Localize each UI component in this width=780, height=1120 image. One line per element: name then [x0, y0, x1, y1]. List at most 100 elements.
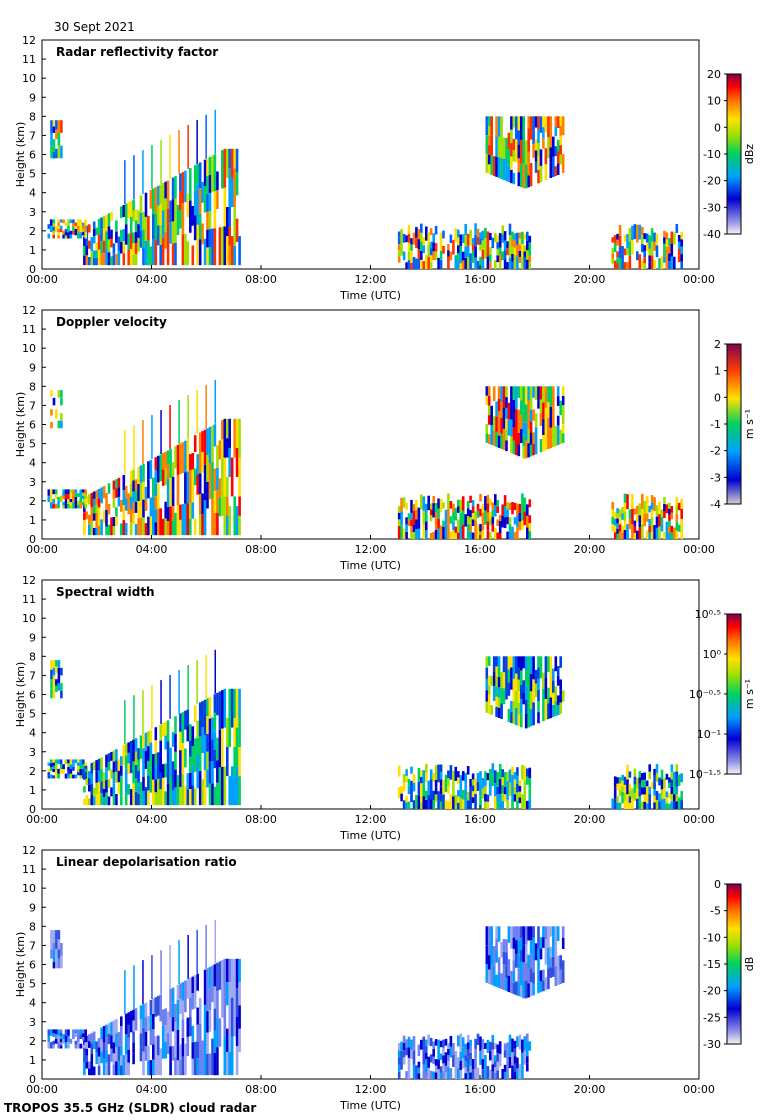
data-cell	[677, 241, 681, 249]
data-cell	[452, 530, 455, 539]
data-cell	[112, 772, 116, 784]
data-cell	[638, 783, 642, 791]
data-cell	[208, 193, 212, 211]
data-cell	[556, 415, 560, 426]
data-cell	[485, 135, 489, 154]
data-cell	[492, 656, 496, 672]
x-tick-label: 00:00	[683, 1083, 715, 1096]
data-cell	[226, 515, 229, 536]
data-cell	[161, 518, 165, 536]
data-cell	[626, 764, 629, 780]
data-cell	[542, 926, 545, 938]
data-cell	[149, 1060, 153, 1076]
data-cell	[512, 971, 516, 983]
data-cell	[238, 1028, 241, 1052]
data-cell	[539, 116, 543, 133]
data-cell	[127, 1037, 130, 1050]
data-cell	[665, 773, 669, 780]
data-cell	[444, 774, 448, 784]
data-streak	[205, 924, 207, 969]
data-cell	[82, 495, 85, 499]
data-cell	[79, 775, 83, 779]
data-cell	[206, 1032, 209, 1054]
data-cell	[95, 1041, 98, 1053]
data-cell	[52, 126, 56, 133]
data-cell	[668, 238, 671, 246]
data-cell	[74, 504, 78, 509]
data-cell	[171, 1016, 175, 1032]
data-cell	[481, 512, 485, 522]
data-cell	[653, 241, 656, 251]
data-cell	[64, 228, 68, 233]
data-cell	[670, 525, 674, 533]
data-cell	[461, 1037, 465, 1048]
data-cell	[559, 154, 562, 165]
data-cell	[537, 129, 540, 144]
data-cell	[144, 732, 148, 751]
data-cell	[181, 442, 185, 474]
data-cell	[648, 532, 651, 539]
data-cell	[507, 132, 511, 150]
colorbar	[726, 73, 742, 235]
data-cell	[84, 225, 87, 233]
data-cell	[542, 688, 545, 705]
data-cell	[469, 229, 472, 238]
data-cell	[439, 498, 443, 513]
data-cell	[120, 523, 123, 536]
data-cell	[665, 247, 669, 255]
data-cell	[47, 762, 51, 766]
data-cell	[55, 660, 58, 667]
data-cell	[561, 690, 565, 702]
data-cell	[527, 140, 530, 152]
data-cell	[147, 1060, 150, 1076]
data-cell	[238, 1005, 241, 1029]
data-cell	[201, 431, 204, 452]
data-cell	[680, 800, 683, 809]
data-cell	[680, 773, 683, 783]
data-cell	[439, 1072, 443, 1079]
data-cell	[508, 1034, 512, 1046]
data-cell	[479, 796, 482, 809]
data-cell	[417, 528, 421, 539]
data-cell	[69, 768, 73, 774]
data-cell	[520, 116, 523, 140]
data-cell	[471, 256, 475, 263]
data-cell	[221, 690, 224, 729]
data-cell	[643, 233, 646, 240]
data-cell	[226, 236, 229, 266]
data-cell	[100, 217, 103, 230]
data-cell	[506, 248, 509, 256]
data-cell	[102, 780, 106, 789]
data-cell	[226, 958, 229, 983]
data-cell	[457, 229, 460, 238]
data-cell	[216, 962, 219, 991]
data-cell	[459, 499, 463, 513]
data-cell	[193, 165, 197, 191]
data-cell	[469, 779, 472, 787]
data-cell	[407, 233, 411, 243]
data-cell	[527, 400, 530, 415]
data-cell	[120, 756, 123, 766]
data-streak	[160, 680, 162, 724]
data-cell	[623, 792, 627, 801]
data-cell	[552, 946, 555, 957]
data-cell	[645, 233, 649, 243]
data-cell	[544, 407, 548, 429]
data-cell	[420, 783, 423, 790]
data-cell	[517, 444, 521, 457]
data-cell	[489, 254, 492, 262]
data-cell	[110, 1048, 113, 1062]
data-cell	[88, 257, 91, 266]
data-cell	[623, 800, 627, 809]
data-cell	[92, 228, 96, 237]
data-cell	[518, 1064, 522, 1079]
data-cell	[611, 501, 614, 510]
data-cell	[457, 1057, 460, 1069]
data-cell	[211, 717, 214, 740]
data-cell	[72, 223, 75, 227]
data-cell	[157, 995, 160, 1016]
data-cell	[505, 407, 508, 419]
data-cell	[171, 732, 175, 747]
data-cell	[544, 428, 548, 451]
data-cell	[459, 246, 463, 252]
